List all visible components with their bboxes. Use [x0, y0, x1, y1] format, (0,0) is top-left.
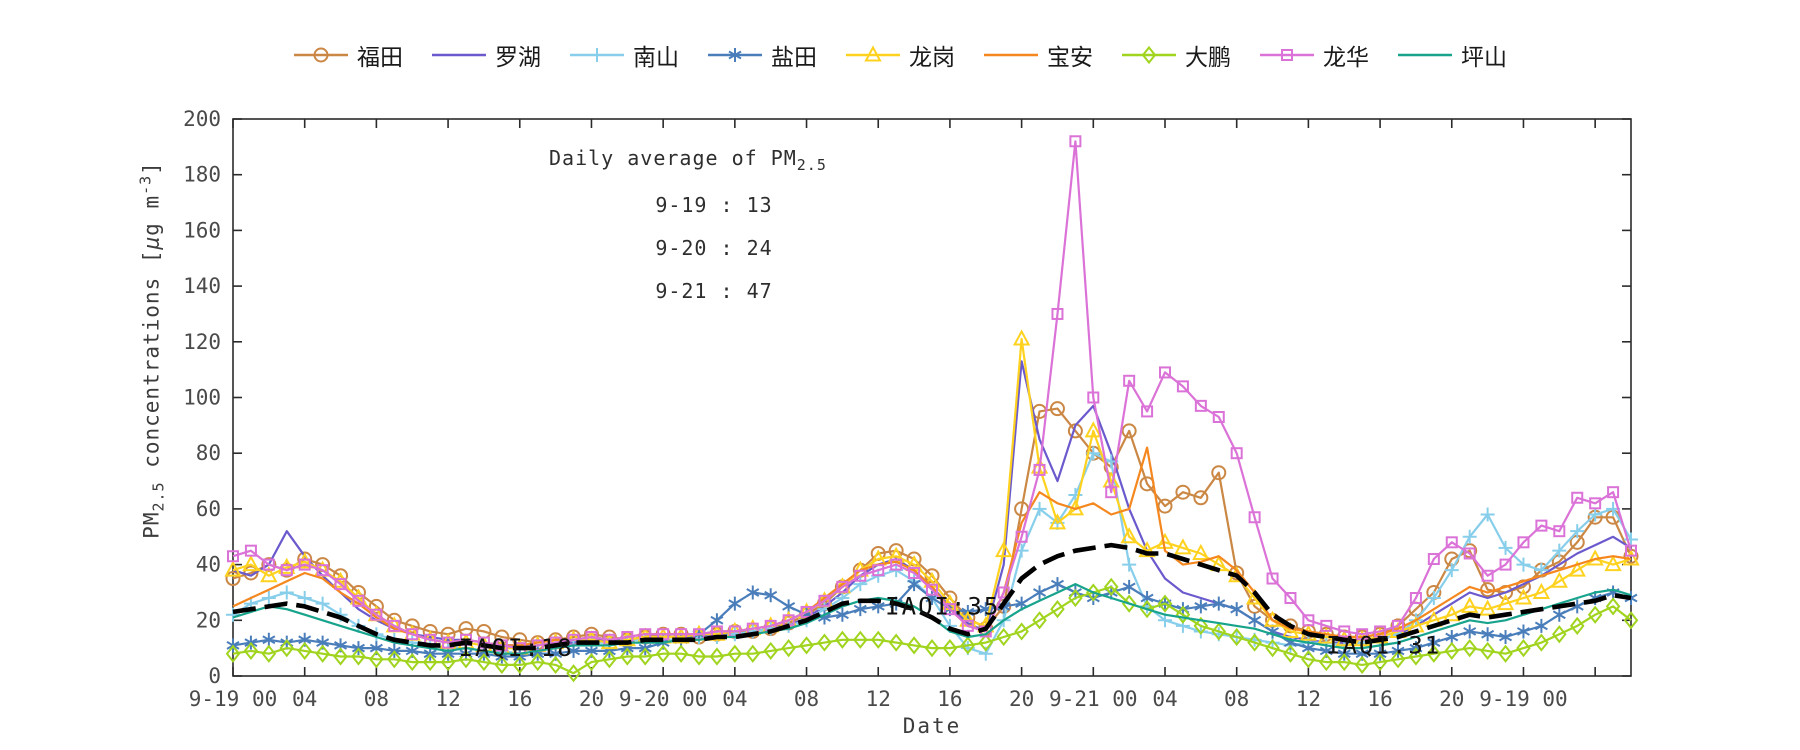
legend-marker-dapeng [1122, 45, 1176, 65]
x-tick-label: 08 [1224, 687, 1249, 711]
legend-marker-longhua [1260, 49, 1314, 61]
legend-item-pingshan: 坪山 [1397, 38, 1507, 72]
chart-legend: 福田 罗湖 南山 盐田 龙岗 宝安 大鹏 龙华 坪山 [0, 38, 1800, 72]
x-tick-label: 12 [866, 687, 891, 711]
x-tick-label: 9-19 00 [1479, 687, 1568, 711]
x-tick-label: 08 [794, 687, 819, 711]
x-tick-label: 12 [435, 687, 460, 711]
x-tick-label: 9-19 00 [189, 687, 278, 711]
legend-label-yantian: 盐田 [771, 45, 817, 71]
tick-labels: 9-19 00 04 08 12 16 20 9-20 00 04 08 12 16 20 9-21 0… [183, 107, 1568, 711]
iaqi-label: IAQI:31 [1326, 631, 1441, 659]
legend-marker-baoan [984, 53, 1038, 57]
daily-average-line: 9-21 : 47 [655, 279, 773, 303]
y-tick-label: 40 [196, 553, 221, 577]
legend-label-longgang: 龙岗 [909, 45, 955, 71]
y-tick-label: 200 [183, 107, 221, 131]
legend-marker-longgang [846, 45, 900, 62]
legend-marker-pingshan [1398, 53, 1452, 57]
y-tick-label: 60 [196, 497, 221, 521]
iaqi-label: IAQI:18 [459, 634, 574, 662]
x-axis-label: Date [902, 714, 962, 738]
x-tick-label: 9-21 00 [1049, 687, 1138, 711]
y-tick-label: 0 [208, 664, 221, 688]
series-dapeng [225, 577, 1639, 683]
legend-label-nanshan: 南山 [633, 45, 679, 71]
legend-item-futian: 福田 [293, 38, 403, 72]
series-line-dapeng [232, 585, 1632, 675]
x-tick-label: 04 [1152, 687, 1177, 711]
x-tick-label: 08 [364, 687, 389, 711]
y-tick-label: 20 [196, 608, 221, 632]
y-axis-label: PM2.5 concentrations [μg m-3] [136, 161, 168, 539]
daily-average-line: 9-20 : 24 [655, 236, 773, 260]
legend-item-nanshan: 南山 [569, 38, 679, 72]
x-tick-label: 20 [579, 687, 604, 711]
daily-average-annotation: Daily average of PM2.5 9-19 : 13 9-20 : … [549, 146, 879, 303]
x-tick-label: 12 [1296, 687, 1321, 711]
legend-item-yantian: 盐田 [707, 38, 817, 72]
legend-item-longhua: 龙华 [1259, 38, 1369, 72]
legend-item-luohu: 罗湖 [431, 38, 541, 72]
x-tick-label: 20 [1439, 687, 1464, 711]
legend-item-longgang: 龙岗 [845, 38, 955, 72]
y-tick-label: 160 [183, 218, 221, 242]
y-tick-label: 100 [183, 386, 221, 410]
legend-item-baoan: 宝安 [983, 38, 1093, 72]
x-tick-label: 16 [1367, 687, 1392, 711]
series-nanshan [226, 446, 1638, 661]
y-tick-label: 120 [183, 330, 221, 354]
legend-label-pingshan: 坪山 [1461, 45, 1507, 71]
iaqi-label: IAQI:35 [885, 592, 1000, 620]
legend-marker-nanshan [570, 48, 624, 62]
legend-marker-luohu [432, 53, 486, 57]
x-tick-label: 9-20 00 [619, 687, 708, 711]
series-line-longhua [232, 140, 1633, 650]
x-tick-label: 16 [937, 687, 962, 711]
y-tick-label: 140 [183, 274, 221, 298]
legend-label-baoan: 宝安 [1047, 45, 1093, 71]
y-tick-label: 180 [183, 163, 221, 187]
legend-marker-yantian [708, 48, 762, 62]
y-tick-label: 80 [196, 441, 221, 465]
series-line-mean [232, 542, 1632, 651]
legend-label-futian: 福田 [357, 45, 403, 71]
legend-label-luohu: 罗湖 [495, 45, 541, 71]
x-tick-label: 20 [1009, 687, 1034, 711]
mu-symbol: μ [139, 235, 164, 250]
x-tick-label: 16 [507, 687, 532, 711]
daily-average-line: 9-19 : 13 [655, 193, 773, 217]
legend-marker-futian [294, 47, 348, 63]
legend-item-dapeng: 大鹏 [1121, 38, 1231, 72]
x-tick-label: 04 [292, 687, 317, 711]
series-mean [232, 542, 1632, 651]
daily-average-title: Daily average of PM2.5 [549, 146, 827, 174]
x-tick-label: 04 [722, 687, 747, 711]
legend-label-dapeng: 大鹏 [1185, 45, 1231, 71]
legend-label-longhua: 龙华 [1323, 45, 1369, 71]
